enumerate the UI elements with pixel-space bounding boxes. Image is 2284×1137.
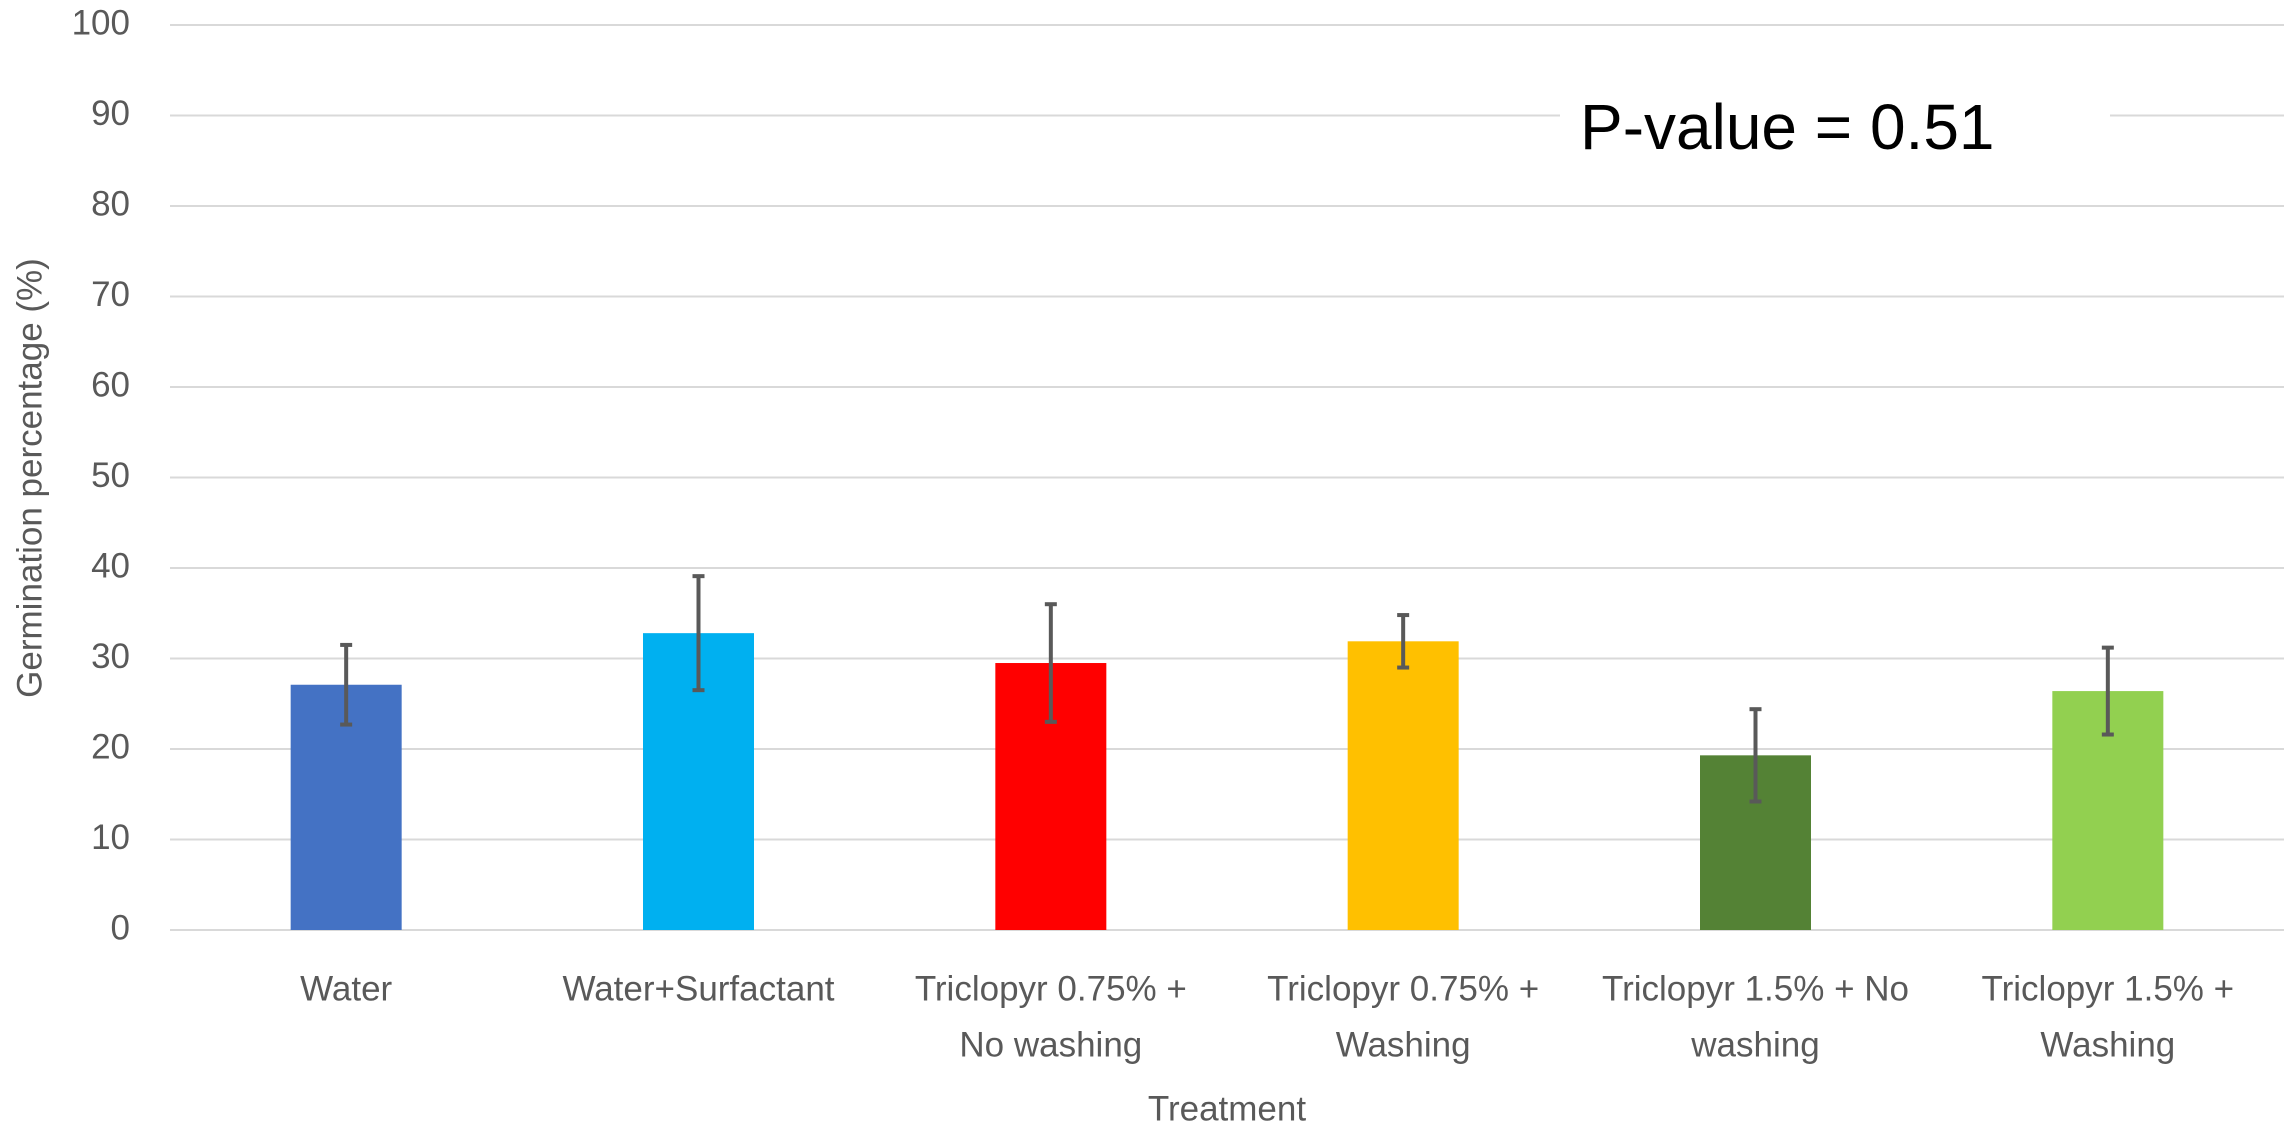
error-bar <box>1397 613 1410 670</box>
x-tick-label: Triclopyr 0.75% + <box>1267 969 1539 1008</box>
annotation-box <box>1560 95 2110 175</box>
y-tick-label: 100 <box>72 3 130 42</box>
x-tick-label: Triclopyr 0.75% + <box>915 969 1187 1008</box>
y-tick-label: 60 <box>91 365 130 404</box>
x-tick-label: No washing <box>959 1025 1142 1064</box>
x-tick-label: Washing <box>2040 1025 2175 1064</box>
error-bar <box>1044 602 1057 724</box>
y-tick-label: 30 <box>91 637 130 676</box>
x-tick-label: Water <box>300 969 392 1008</box>
y-tick-label: 80 <box>91 184 130 223</box>
y-tick-label: 50 <box>91 456 130 495</box>
bar <box>1347 641 1459 930</box>
y-axis-title: Germination percentage (%) <box>10 258 49 698</box>
annotation: P-value = 0.51 <box>1580 91 1995 163</box>
y-tick-label: 20 <box>91 727 130 766</box>
y-tick-label: 0 <box>111 908 130 947</box>
y-tick-label: 40 <box>91 546 130 585</box>
y-tick-label: 10 <box>91 818 130 857</box>
error-bar <box>1749 707 1762 804</box>
x-tick-label: Washing <box>1336 1025 1471 1064</box>
x-tick-label: Triclopyr 1.5% + No <box>1602 969 1909 1008</box>
x-tick-label: washing <box>1690 1025 1819 1064</box>
error-bar <box>340 642 353 727</box>
y-tick-label: 70 <box>91 275 130 314</box>
error-bar <box>692 574 705 693</box>
x-axis-title: Treatment <box>1148 1089 1306 1128</box>
error-bar <box>2101 645 2114 737</box>
x-tick-label: Water+Surfactant <box>562 969 834 1008</box>
x-tick-label: Triclopyr 1.5% + <box>1982 969 2235 1008</box>
y-tick-label: 90 <box>91 94 130 133</box>
